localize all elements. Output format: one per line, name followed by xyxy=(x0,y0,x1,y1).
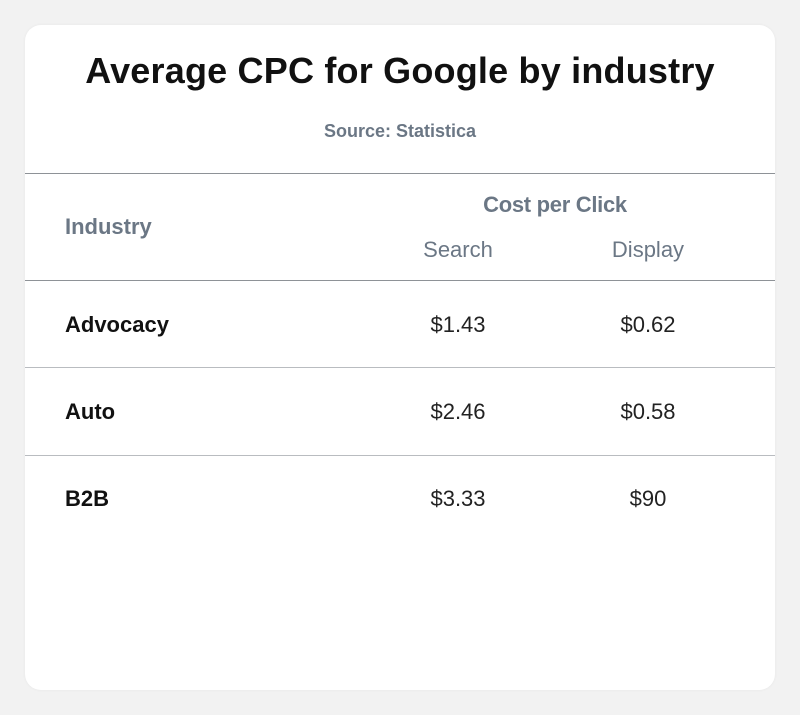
column-header-display: Display xyxy=(611,237,685,262)
table-cell-display: $90 xyxy=(629,486,667,511)
table-cell-search: $2.46 xyxy=(430,399,486,424)
row-divider xyxy=(25,455,775,456)
header-bottom-divider xyxy=(25,280,775,281)
header-top-divider xyxy=(25,173,775,174)
table-row-label: Advocacy xyxy=(65,312,169,337)
column-group-header-cost-per-click: Cost per Click xyxy=(483,192,627,217)
column-header-industry: Industry xyxy=(65,214,152,239)
table-row-label: Auto xyxy=(65,399,116,424)
table-cell-search: $3.33 xyxy=(430,486,486,511)
table-cell-display: $0.58 xyxy=(620,399,676,424)
row-divider xyxy=(25,367,775,368)
chart-subtitle: Source: Statistica xyxy=(323,121,477,141)
column-header-search: Search xyxy=(423,237,493,262)
chart-title: Average CPC for Google by industry xyxy=(85,50,715,91)
table-cell-display: $0.62 xyxy=(620,312,676,337)
table-cell-search: $1.43 xyxy=(430,312,486,337)
table-card: Average CPC for Google by industry Sourc… xyxy=(25,25,775,690)
table-row-label: B2B xyxy=(65,486,110,511)
